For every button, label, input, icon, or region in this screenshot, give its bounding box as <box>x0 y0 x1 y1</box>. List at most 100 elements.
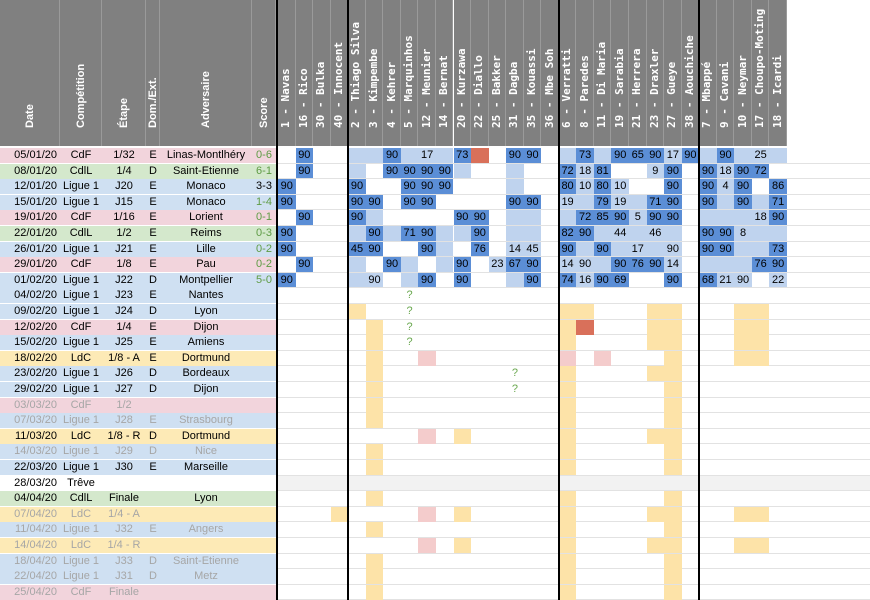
match-etape[interactable]: J27 <box>102 382 146 397</box>
player-minutes[interactable] <box>647 273 665 288</box>
player-minutes[interactable] <box>541 148 559 163</box>
forecast-cell[interactable] <box>646 319 665 335</box>
match-adversaire[interactable]: Nantes <box>160 288 252 304</box>
player-minutes[interactable] <box>400 272 419 288</box>
player-minutes[interactable] <box>752 179 770 194</box>
player-minutes[interactable] <box>296 195 314 210</box>
player-minutes[interactable] <box>611 241 629 257</box>
forecast-cell[interactable] <box>558 382 577 397</box>
forecast-cell[interactable] <box>558 491 577 507</box>
player-minutes[interactable]: 90 <box>664 241 682 257</box>
player-minutes[interactable] <box>629 194 647 210</box>
match-etape[interactable]: J31 <box>102 569 146 585</box>
player-minutes[interactable] <box>400 148 419 163</box>
forecast-cell[interactable] <box>418 428 436 444</box>
player-minutes[interactable]: 90 <box>400 194 419 210</box>
player-minutes[interactable]: 90 <box>278 194 296 210</box>
player-minutes[interactable]: 90 <box>453 272 472 288</box>
player-minutes[interactable]: 90 <box>664 210 682 226</box>
player-minutes[interactable] <box>751 194 770 210</box>
match-adversaire[interactable]: Nice <box>160 444 252 460</box>
match-domext[interactable] <box>146 397 160 413</box>
player-minutes[interactable] <box>278 257 296 272</box>
player-minutes[interactable] <box>541 273 559 288</box>
player-minutes[interactable] <box>541 210 559 225</box>
player-minutes[interactable]: 17 <box>664 148 682 163</box>
match-date[interactable]: 29/01/20 <box>0 257 60 273</box>
player-minutes[interactable] <box>734 148 752 163</box>
player-minutes[interactable] <box>348 163 366 179</box>
player-minutes[interactable]: 19 <box>611 194 629 210</box>
player-minutes[interactable] <box>331 148 349 163</box>
player-minutes[interactable] <box>365 148 384 163</box>
player-minutes[interactable]: 71 <box>769 194 787 210</box>
player-header[interactable]: 12 - Meunier <box>418 0 436 146</box>
player-header[interactable]: 25 - Bakker <box>488 0 507 146</box>
player-minutes[interactable] <box>278 164 296 179</box>
match-date[interactable]: 11/04/20 <box>0 522 60 538</box>
player-minutes[interactable]: 45 <box>523 241 542 257</box>
match-domext[interactable]: D <box>146 304 160 319</box>
forecast-cell[interactable] <box>664 506 682 522</box>
player-minutes[interactable]: 90 <box>576 226 594 241</box>
player-minutes[interactable]: 86 <box>769 179 787 195</box>
player-minutes[interactable]: 90 <box>769 210 787 226</box>
player-minutes[interactable]: 68 <box>699 272 717 288</box>
match-score[interactable]: 3-3 <box>252 179 276 195</box>
player-header[interactable]: 21 - Herrera <box>629 0 647 146</box>
player-minutes[interactable] <box>400 257 419 273</box>
player-minutes[interactable] <box>541 226 559 241</box>
player-minutes[interactable] <box>435 241 454 257</box>
match-date[interactable]: 04/04/20 <box>0 491 60 507</box>
player-minutes[interactable] <box>506 272 524 288</box>
match-date[interactable]: 23/02/20 <box>0 366 60 382</box>
player-minutes[interactable] <box>699 210 717 226</box>
player-minutes[interactable]: 90 <box>716 226 735 241</box>
match-comp[interactable]: CdlL <box>60 491 102 507</box>
player-minutes[interactable] <box>752 273 770 288</box>
player-minutes[interactable]: 71 <box>646 194 665 210</box>
match-domext[interactable]: D <box>146 553 160 569</box>
match-domext[interactable]: E <box>146 226 160 241</box>
player-minutes[interactable] <box>506 226 524 241</box>
player-minutes[interactable] <box>331 226 349 241</box>
match-score[interactable] <box>252 491 276 507</box>
player-minutes[interactable]: 90 <box>506 194 524 210</box>
match-score[interactable] <box>252 553 276 569</box>
match-date[interactable]: 08/01/20 <box>0 163 60 179</box>
match-etape[interactable]: 1/4 <box>102 163 146 179</box>
match-score[interactable]: 1-4 <box>252 194 276 210</box>
player-minutes[interactable]: 90 <box>523 148 542 163</box>
match-score[interactable] <box>252 319 276 335</box>
match-date[interactable]: 28/03/20 <box>0 475 60 491</box>
player-minutes[interactable]: 90 <box>295 148 314 163</box>
player-minutes[interactable]: 90 <box>523 257 542 273</box>
player-minutes[interactable] <box>296 226 314 241</box>
forecast-cell[interactable] <box>664 460 682 475</box>
match-date[interactable]: 04/02/20 <box>0 288 60 304</box>
player-minutes[interactable]: 16 <box>576 272 594 288</box>
forecast-cell[interactable] <box>365 522 384 538</box>
match-etape[interactable] <box>102 475 146 491</box>
player-minutes[interactable] <box>716 210 735 226</box>
player-minutes[interactable]: 90 <box>611 148 629 163</box>
forecast-cell[interactable] <box>664 569 682 585</box>
forecast-cell[interactable] <box>365 444 384 460</box>
match-comp[interactable]: Ligue 1 <box>60 335 102 351</box>
forecast-cell[interactable] <box>664 444 682 460</box>
forecast-cell[interactable] <box>418 506 436 522</box>
player-minutes[interactable]: 90 <box>523 272 542 288</box>
forecast-cell[interactable] <box>734 335 752 351</box>
match-adversaire[interactable]: Saint-Etienne <box>160 163 252 179</box>
match-score[interactable] <box>252 569 276 585</box>
player-minutes[interactable] <box>313 273 331 288</box>
player-minutes[interactable]: 90 <box>348 179 366 195</box>
player-header[interactable]: 2 - Thiago Silva <box>348 0 366 146</box>
column-header-score[interactable]: Score <box>252 0 276 146</box>
match-etape[interactable]: J22 <box>102 272 146 288</box>
forecast-cell[interactable] <box>365 460 384 475</box>
match-date[interactable]: 22/03/20 <box>0 460 60 475</box>
player-minutes[interactable] <box>313 226 331 241</box>
column-header-date[interactable]: Date <box>0 0 60 146</box>
match-date[interactable]: 14/03/20 <box>0 444 60 460</box>
